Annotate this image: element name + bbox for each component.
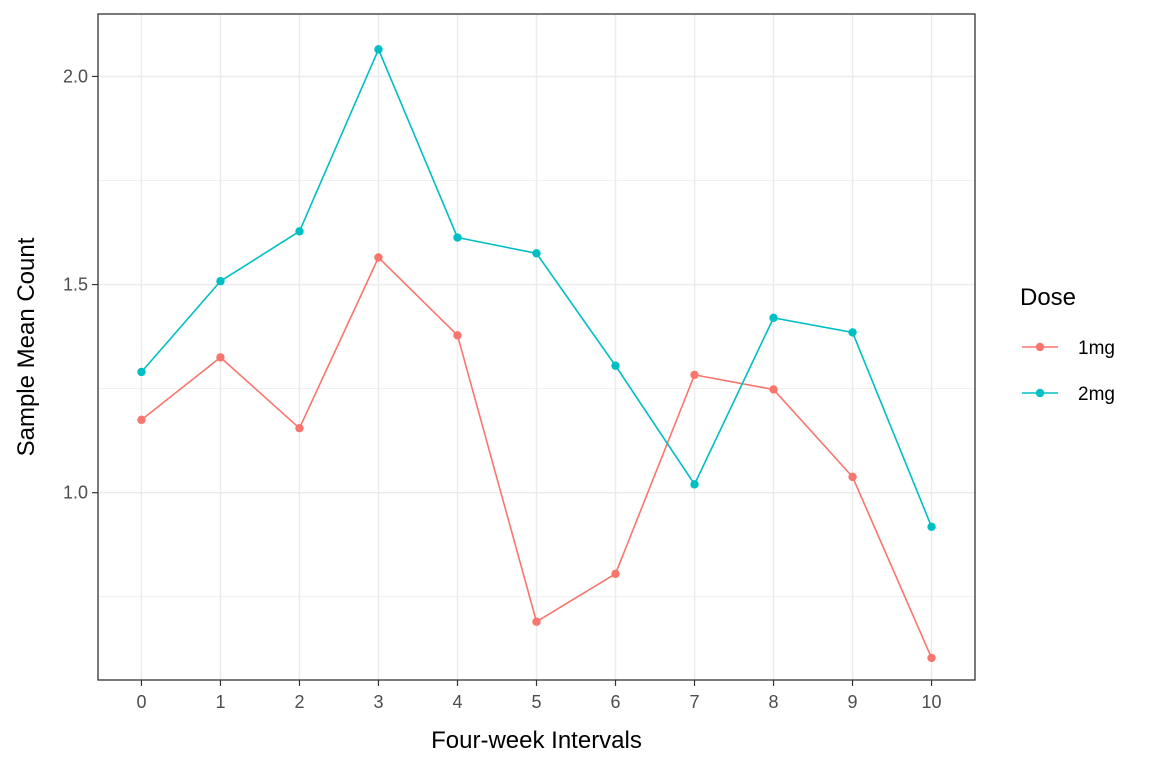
data-point-2mg: [137, 367, 146, 377]
data-point-1mg: [295, 423, 304, 433]
x-tick-label: 10: [922, 692, 942, 712]
y-tick-label: 1.5: [63, 275, 88, 295]
y-tick-label: 2.0: [63, 66, 88, 86]
data-point-2mg: [532, 249, 541, 258]
y-axis: 1.0 1.5 2.0: [63, 66, 98, 503]
y-tick-label: 1.0: [63, 483, 88, 503]
x-tick-label: 8: [769, 692, 779, 712]
data-point-2mg: [295, 227, 304, 236]
data-point-1mg: [374, 253, 383, 262]
data-point-2mg: [927, 522, 936, 532]
data-point-1mg: [532, 617, 541, 626]
data-point-1mg: [216, 353, 225, 362]
data-point-1mg: [927, 653, 936, 663]
legend: Dose 1mg 2mg: [1020, 284, 1115, 405]
data-point-2mg: [453, 233, 462, 242]
x-tick-label: 9: [848, 692, 858, 712]
x-tick-label: 5: [531, 692, 541, 712]
legend-title: Dose: [1020, 284, 1076, 311]
series-points: [137, 45, 936, 663]
y-axis-title: Sample Mean Count: [13, 237, 40, 456]
x-tick-label: 7: [690, 692, 700, 712]
x-tick-label: 4: [452, 692, 462, 712]
data-point-2mg: [848, 328, 857, 337]
data-point-1mg: [848, 472, 857, 482]
major-gridlines: [98, 14, 975, 680]
data-point-2mg: [769, 313, 778, 323]
data-point-1mg: [611, 569, 620, 579]
legend-label: 2mg: [1078, 384, 1115, 405]
x-tick-label: 2: [294, 692, 304, 712]
data-point-1mg: [769, 385, 778, 394]
data-point-1mg: [690, 370, 699, 380]
legend-key-point: [1035, 342, 1045, 352]
legend-label: 1mg: [1078, 338, 1115, 359]
x-tick-label: 6: [611, 692, 621, 712]
x-tick-label: 0: [136, 692, 146, 712]
data-point-2mg: [611, 361, 620, 370]
x-tick-label: 3: [373, 692, 383, 712]
data-point-2mg: [690, 480, 699, 489]
x-tick-label: 1: [215, 692, 225, 712]
x-axis-title: Four-week Intervals: [431, 727, 642, 754]
data-point-2mg: [216, 277, 225, 286]
x-axis: 0 1 2 3 4 5 6 7 8 9 10: [136, 680, 942, 712]
data-point-1mg: [453, 331, 462, 340]
data-point-1mg: [137, 415, 146, 425]
data-point-2mg: [374, 45, 383, 54]
legend-key-point: [1035, 388, 1045, 398]
